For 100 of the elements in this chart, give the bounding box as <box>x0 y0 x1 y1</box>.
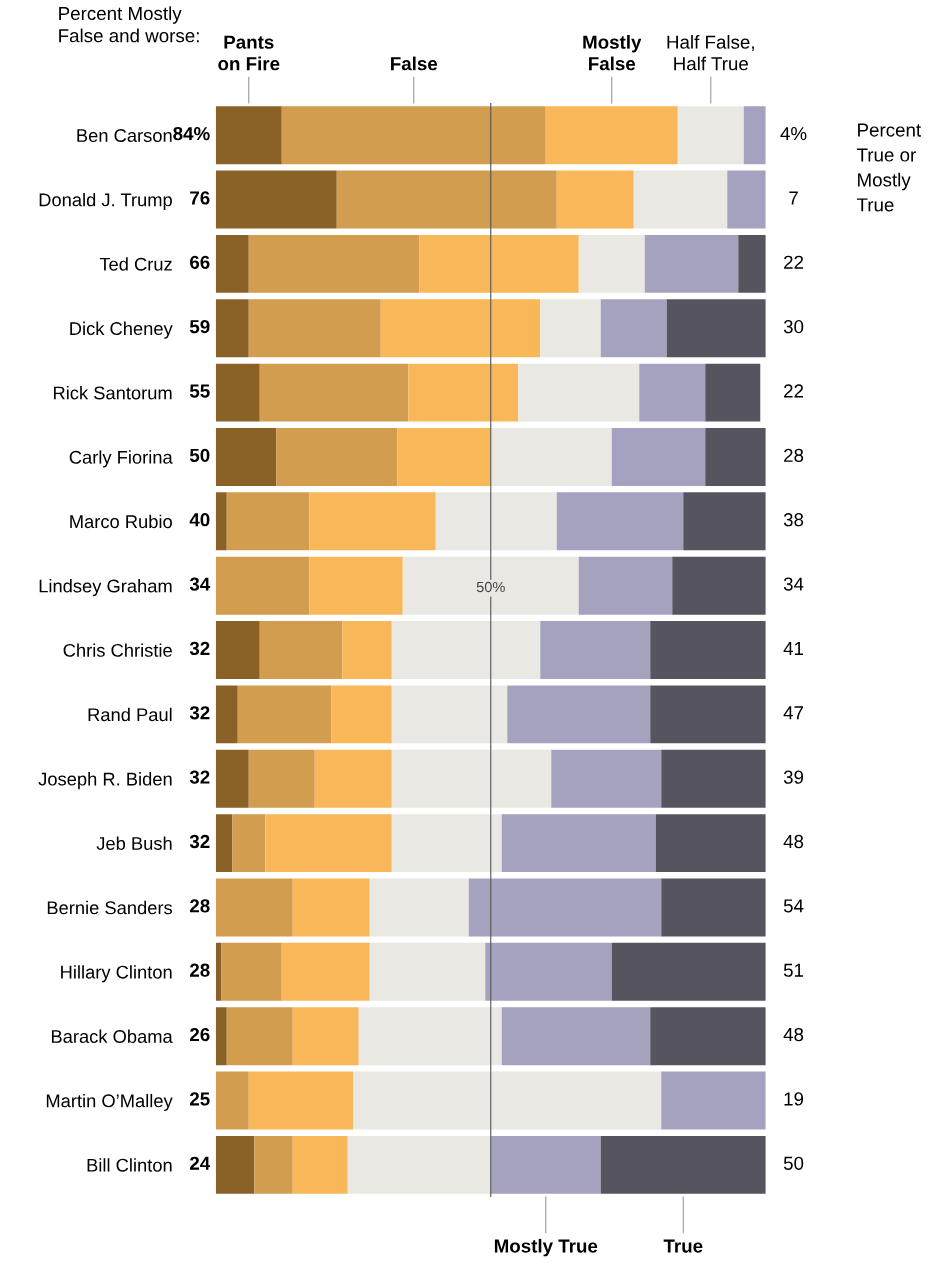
bar <box>358 1007 502 1066</box>
bar <box>265 814 392 873</box>
bar <box>501 1007 651 1066</box>
bar <box>215 556 310 615</box>
text: 50 <box>783 1156 804 1170</box>
bar <box>281 106 546 165</box>
text: 22 <box>784 384 804 398</box>
y-tick-label: Marco Rubio <box>70 514 172 529</box>
bar <box>237 685 332 744</box>
bar <box>578 234 645 293</box>
bar <box>677 106 744 165</box>
bar <box>248 299 381 358</box>
y-tick-label: Hillary Clinton <box>61 965 172 983</box>
bar <box>661 1071 766 1130</box>
bar <box>611 428 706 486</box>
text: 34 <box>189 577 211 591</box>
text: 51 <box>783 963 804 977</box>
y-tick-label: Bernie Sanders <box>47 900 173 915</box>
bar <box>490 1135 601 1194</box>
text: 19 <box>784 1092 804 1106</box>
bar <box>391 621 541 679</box>
text: 40 <box>189 513 210 527</box>
bar <box>683 492 766 551</box>
series-label: Pants on Fire <box>218 35 280 71</box>
bar <box>540 621 651 679</box>
bar <box>292 1135 348 1194</box>
text: 39 <box>783 770 804 784</box>
text: 48 <box>783 1027 804 1042</box>
bar <box>314 749 392 808</box>
bar <box>215 170 337 229</box>
y-tick-label: Ted Cruz <box>99 257 172 271</box>
bar <box>650 685 766 744</box>
bar <box>215 749 249 808</box>
y-tick-label: Ben Carson <box>77 129 172 143</box>
y-tick-label: Joseph R. Biden <box>38 772 172 790</box>
text: 47 <box>783 706 804 720</box>
bar <box>545 106 678 165</box>
y-tick-label: Chris Christie <box>63 643 172 657</box>
text: 24 <box>190 1156 211 1170</box>
text: 55 <box>189 384 210 398</box>
text: 59 <box>189 320 210 334</box>
series-label: False <box>391 56 438 71</box>
bar <box>215 685 238 744</box>
y-tick-label: Rand Paul <box>88 707 172 722</box>
bar <box>215 942 222 1001</box>
text: 32 <box>189 641 210 656</box>
bar <box>633 170 728 229</box>
bar <box>705 363 761 422</box>
bar <box>655 814 766 873</box>
bar <box>232 814 266 873</box>
series-label: Half False, Half True <box>667 35 754 71</box>
text: Percent Mostly False and worse: <box>59 6 199 43</box>
bar <box>727 170 766 229</box>
bar <box>518 363 640 422</box>
bar <box>331 685 392 744</box>
bar <box>254 1135 293 1194</box>
bar <box>507 685 651 744</box>
bar <box>226 492 310 551</box>
bar <box>501 814 656 873</box>
bar <box>578 556 673 615</box>
bar <box>540 299 601 358</box>
bar <box>215 428 277 486</box>
bar <box>215 363 260 422</box>
bar <box>309 556 403 615</box>
text: 41 <box>783 641 804 655</box>
text: 76 <box>190 191 210 205</box>
bar <box>309 492 436 551</box>
y-tick-label: Martin O’Malley <box>46 1093 173 1111</box>
bar <box>600 299 667 358</box>
text: 32 <box>189 834 210 849</box>
bar <box>248 749 315 808</box>
bar <box>292 878 370 937</box>
bar <box>408 363 519 422</box>
text: 66 <box>190 255 210 269</box>
text: 38 <box>783 513 804 527</box>
text: 30 <box>783 320 804 334</box>
bar <box>347 1135 491 1194</box>
bar <box>276 428 398 486</box>
text: 84% <box>173 126 210 141</box>
bar <box>611 942 766 1001</box>
bar <box>215 1007 227 1066</box>
y-tick-label: Bill Clinton <box>87 1158 172 1172</box>
bar <box>215 106 282 165</box>
y-tick-label: Jeb Bush <box>96 836 172 850</box>
bar <box>215 878 293 937</box>
text: 28 <box>190 899 210 913</box>
text: 28 <box>190 963 210 977</box>
y-tick-label: Barack Obama <box>51 1029 173 1043</box>
bar <box>391 814 502 873</box>
text: 32 <box>189 770 210 784</box>
bar <box>419 234 579 293</box>
bar <box>650 1007 766 1066</box>
bar <box>215 621 260 679</box>
bar <box>661 878 766 937</box>
y-tick-label: Rick Santorum <box>53 385 172 400</box>
bar <box>490 428 612 486</box>
text: 25 <box>190 1092 210 1106</box>
bar <box>397 428 491 486</box>
y-tick-label: Dick Cheney <box>70 321 173 339</box>
bar <box>226 1007 293 1066</box>
